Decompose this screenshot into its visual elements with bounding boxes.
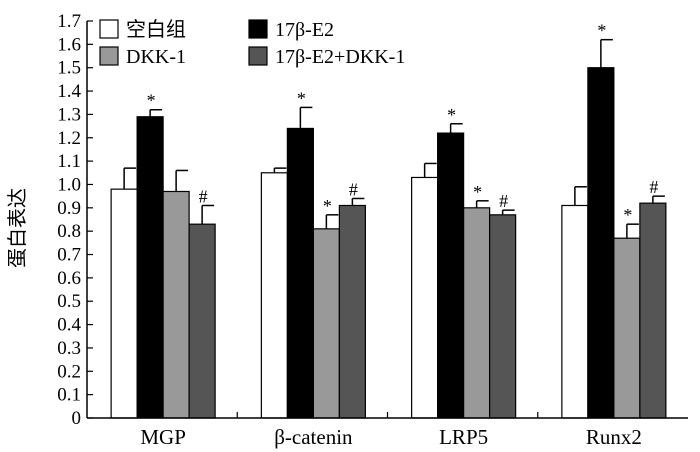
legend-swatch — [248, 46, 268, 66]
y-tick-label: 0.8 — [57, 221, 81, 242]
x-category-label: MGP — [140, 425, 186, 449]
significance-mark: * — [623, 205, 632, 225]
y-tick-label: 0.3 — [57, 338, 81, 359]
y-tick-label: 1.6 — [57, 34, 81, 55]
y-axis-label: 蛋白表达 — [5, 188, 29, 268]
y-tick-label: 0.6 — [57, 268, 81, 289]
bar-1-3 — [587, 67, 615, 419]
y-tick-label: 0.9 — [57, 198, 81, 219]
significance-mark: * — [147, 91, 156, 111]
bar-1-1 — [286, 127, 314, 419]
bar-0-3 — [561, 204, 589, 419]
y-tick-label: 1.7 — [57, 11, 81, 32]
bar-1-0 — [136, 116, 164, 419]
bar-3-2 — [489, 214, 517, 419]
bar-2-0 — [162, 190, 190, 419]
legend-label: 17β-E2 — [275, 19, 334, 41]
significance-mark: * — [323, 196, 332, 216]
bar-3-3 — [639, 202, 667, 419]
significance-mark: * — [597, 21, 606, 41]
significance-mark: # — [199, 186, 208, 206]
y-axis: 00.1 0.20.30.4 0.50.60.7 0.80.9 1.01.11.2 1.3… — [57, 11, 93, 429]
x-category-label: LRP5 — [439, 425, 488, 449]
bar-0-0 — [110, 188, 138, 419]
bar-3-1 — [338, 204, 366, 419]
legend-swatch — [99, 46, 119, 66]
bar-0-2 — [411, 176, 439, 419]
y-tick-label: 1.0 — [57, 174, 81, 195]
bar-3-0 — [188, 223, 216, 419]
y-tick-label: 0.2 — [57, 361, 81, 382]
y-tick-label: 0.7 — [57, 245, 81, 266]
x-axis: MGP β-catenin LRP5 Runx2 — [87, 412, 688, 449]
bar-0-1 — [260, 172, 288, 419]
y-tick-label: 1.3 — [57, 104, 81, 125]
legend-label: 空白组 — [126, 18, 186, 41]
significance-mark: * — [447, 105, 456, 125]
x-category-label: Runx2 — [586, 425, 642, 449]
significance-mark: # — [349, 179, 358, 199]
significance-mark: * — [473, 182, 482, 202]
bar-1-2 — [437, 132, 465, 419]
y-tick-label: 1.2 — [57, 128, 81, 149]
legend-swatch — [99, 19, 119, 39]
bars-layer: * # * * # * * # * * # — [110, 21, 667, 419]
bar-2-1 — [312, 228, 340, 419]
y-tick-label: 1.1 — [57, 151, 81, 172]
bar-2-3 — [613, 237, 641, 419]
y-tick-label: 0.4 — [57, 315, 81, 336]
legend-label: 17β-E2+DKK-1 — [275, 46, 405, 68]
y-tick-label: 0 — [72, 408, 82, 429]
legend-swatch — [248, 19, 268, 39]
y-tick-label: 0.5 — [57, 291, 81, 312]
y-tick-label: 1.5 — [57, 58, 81, 79]
significance-mark: # — [649, 177, 658, 197]
legend-label: DKK-1 — [126, 46, 186, 68]
significance-mark: # — [499, 191, 508, 211]
legend: 空白组 17β-E2 DKK-1 17β-E2+DKK-1 — [99, 18, 405, 68]
y-tick-label: 1.4 — [57, 81, 81, 102]
y-tick-label: 0.1 — [57, 385, 81, 406]
bar-2-2 — [463, 207, 491, 419]
significance-mark: * — [297, 88, 306, 108]
x-category-label: β-catenin — [274, 425, 353, 449]
